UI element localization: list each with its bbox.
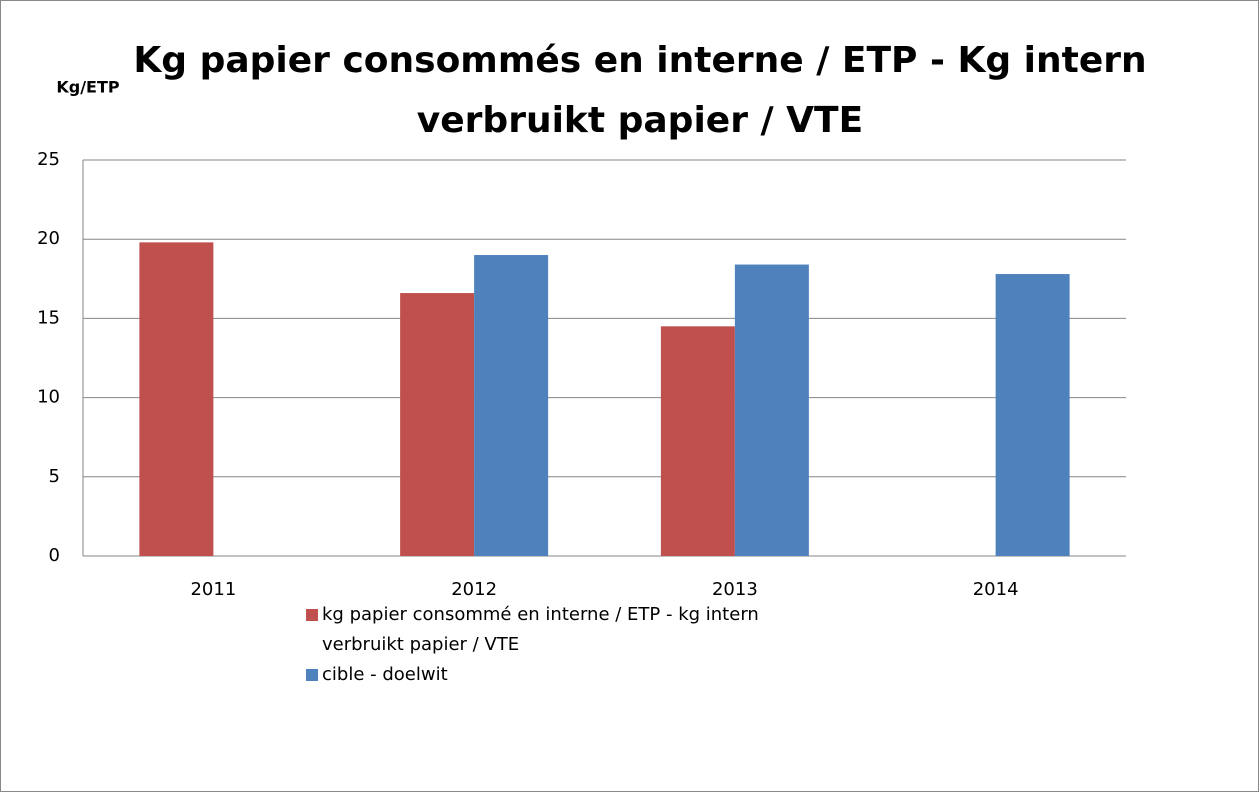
y-tick-label: 0 — [49, 545, 60, 566]
legend-item: kg papier consommé en interne / ETP - kg… — [306, 600, 826, 660]
y-tick-label: 25 — [37, 149, 60, 170]
y-tick-label: 20 — [37, 228, 60, 249]
y-tick-label: 5 — [49, 466, 60, 487]
legend-label: cible - doelwit — [322, 664, 448, 685]
bar — [660, 326, 735, 556]
legend-label: kg papier consommé en interne / ETP - kg… — [322, 604, 759, 655]
x-tick-label: 2011 — [190, 579, 236, 600]
legend: kg papier consommé en interne / ETP - kg… — [306, 600, 826, 690]
chart-title: verbruikt papier / VTE — [417, 100, 863, 141]
x-tick-label: 2013 — [712, 579, 758, 600]
legend-item: cible - doelwit — [306, 660, 826, 690]
y-tick-label: 15 — [37, 307, 60, 328]
x-tick-label: 2014 — [973, 579, 1019, 600]
chart-title: Kg papier consommés en interne / ETP - K… — [133, 40, 1146, 81]
y-tick-label: 10 — [37, 387, 60, 408]
bar — [139, 242, 214, 557]
bar — [995, 274, 1070, 556]
y-axis-label: Kg/ETP — [56, 78, 120, 97]
bar — [400, 293, 475, 556]
bar — [474, 255, 549, 557]
x-tick-label: 2012 — [451, 579, 497, 600]
legend-swatch — [306, 669, 318, 681]
legend-swatch — [306, 609, 318, 621]
bar — [734, 264, 809, 556]
